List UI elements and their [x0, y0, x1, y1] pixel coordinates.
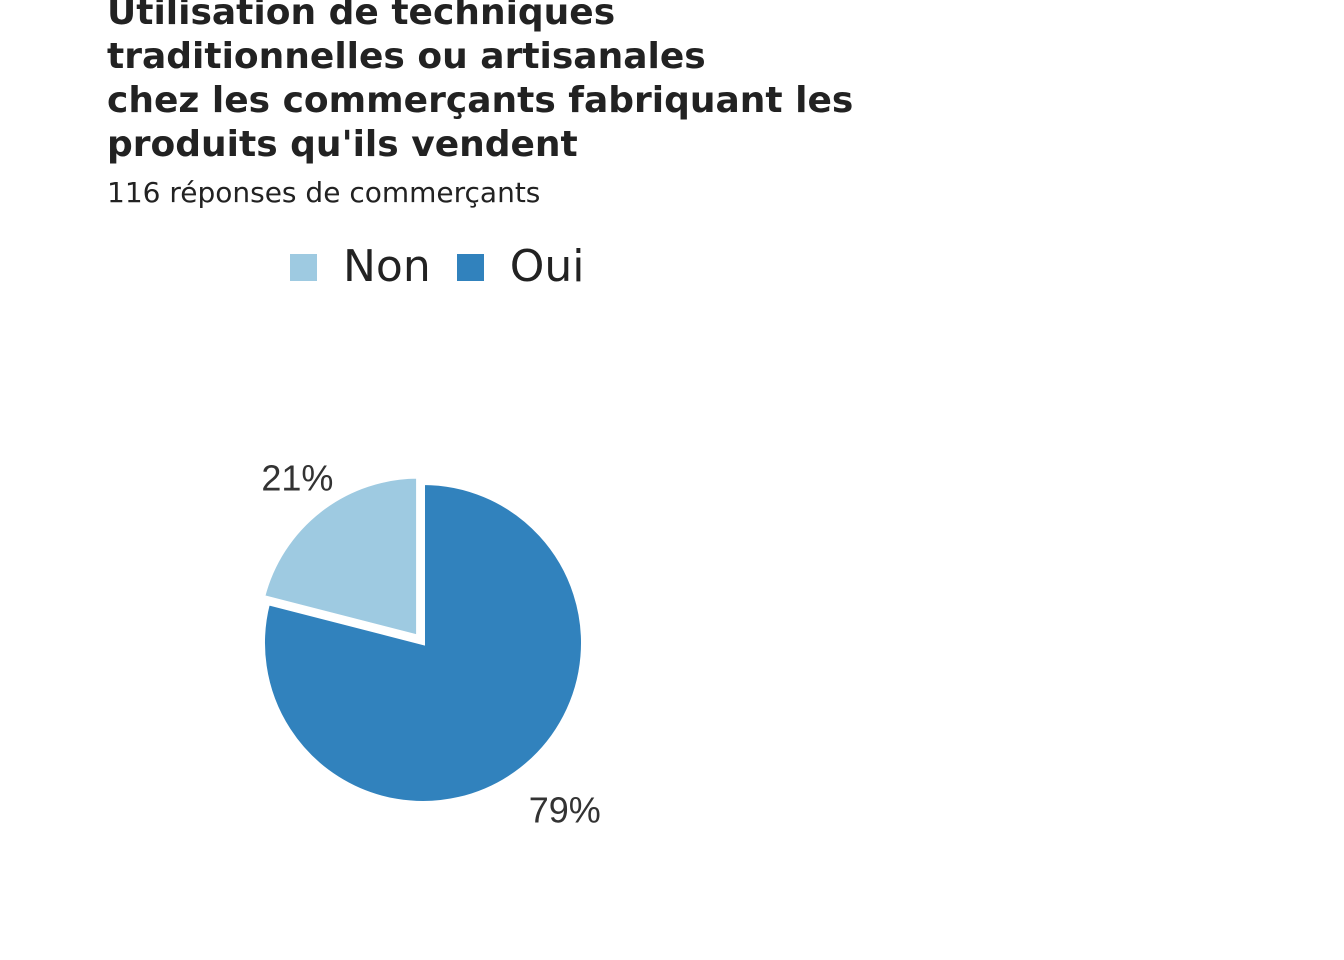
pie-slice-oui: [261, 480, 585, 805]
legend-item-non: Non: [290, 240, 431, 294]
legend-swatch-non: [290, 253, 317, 281]
pie-slice-non: [260, 474, 421, 640]
data-label-oui: 79%: [529, 789, 601, 830]
chart-subtitle: 116 réponses de commerçants: [107, 176, 541, 209]
legend: Non Oui: [290, 240, 610, 294]
data-label-non: 21%: [261, 458, 333, 499]
legend-label-oui: Oui: [509, 241, 585, 292]
chart-title: Utilisation de techniques traditionnelle…: [107, 0, 854, 165]
legend-label-non: Non: [343, 241, 431, 292]
legend-item-oui: Oui: [456, 240, 585, 294]
legend-swatch-oui: [456, 253, 484, 281]
